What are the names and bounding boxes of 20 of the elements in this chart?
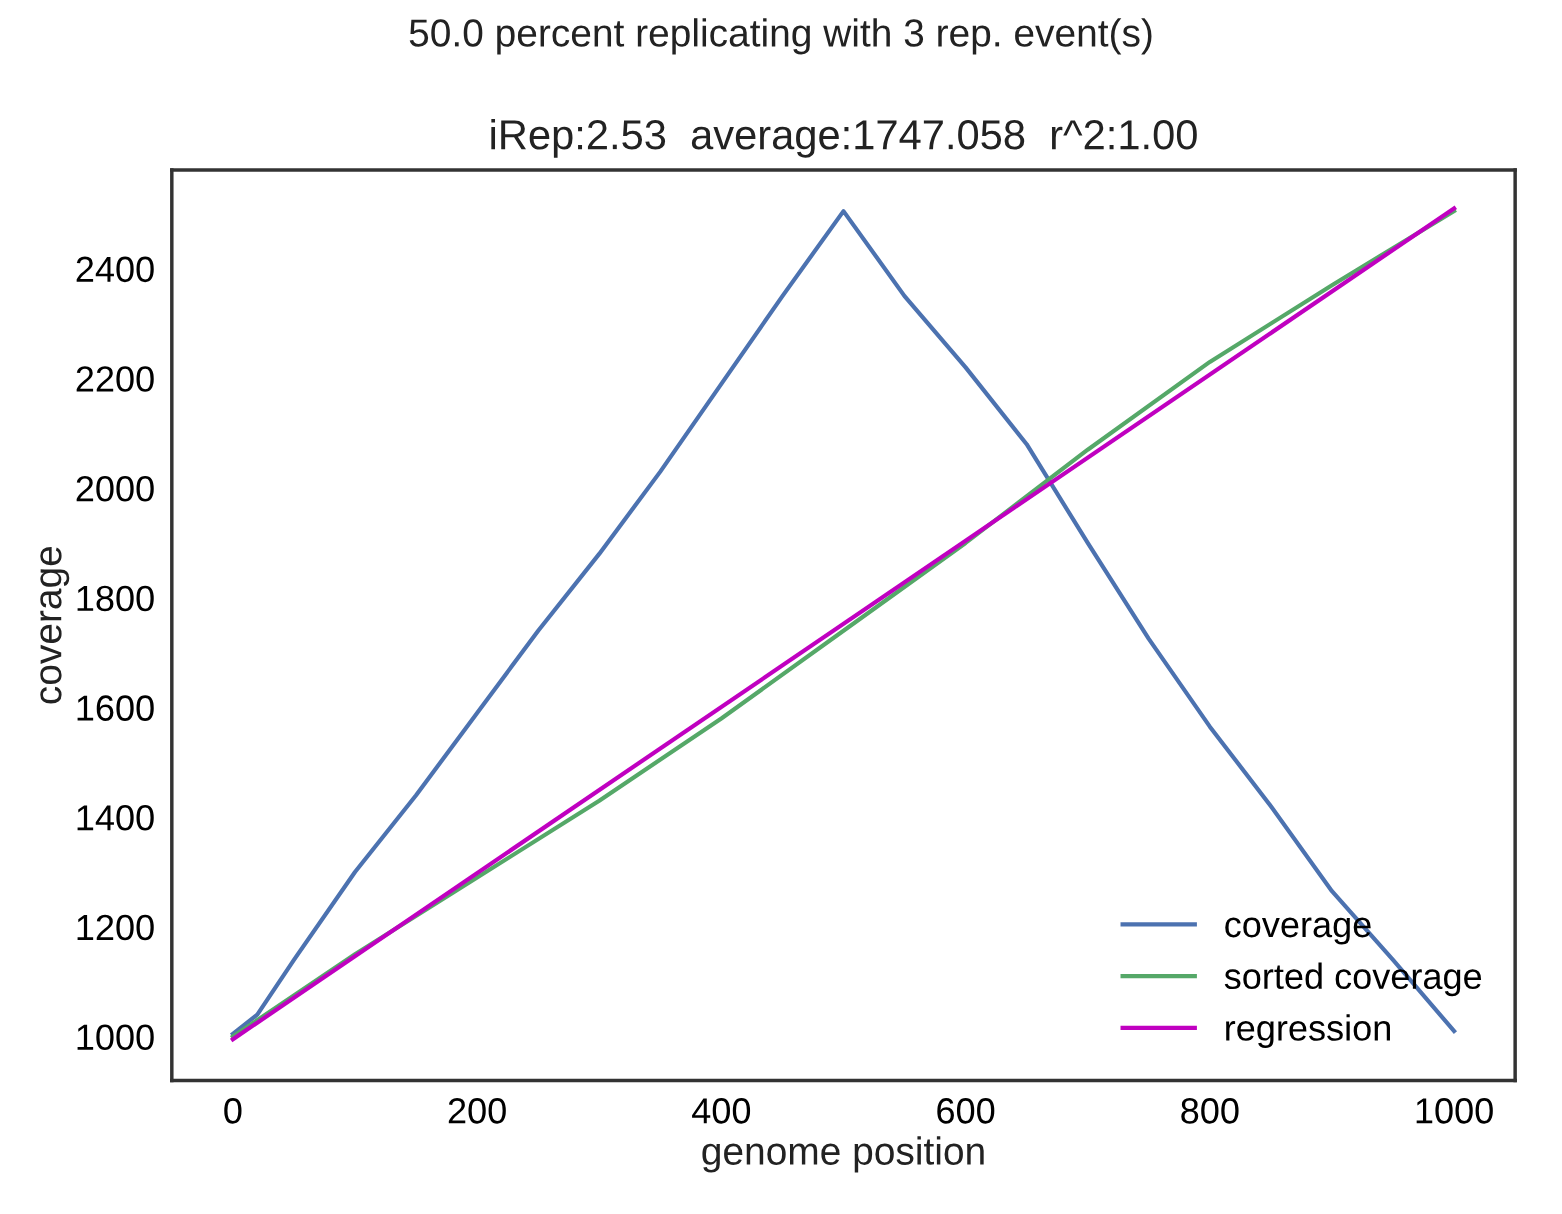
y-tick-label: 1400 [77, 805, 154, 831]
y-tick-label: 1200 [77, 914, 154, 941]
y-tick-label: 1800 [77, 585, 154, 612]
chart-title: 50.0 percent replicating with 3 rep. event(s) [409, 18, 1152, 55]
x-tick-label: 200 [448, 1098, 506, 1124]
legend-label: coverage [1225, 917, 1371, 945]
x-tick-label: 800 [1181, 1098, 1239, 1124]
x-tick-label: 400 [692, 1098, 751, 1124]
x-tick-label: 1000 [1416, 1098, 1493, 1124]
y-tick-label: 2400 [76, 256, 154, 283]
y-tick-label: 1000 [77, 1024, 154, 1051]
y-axis-title: coverage [40, 546, 70, 704]
x-axis-title: genome position [702, 1136, 984, 1173]
y-tick-label: 2200 [76, 366, 154, 392]
y-tick-label: 2000 [76, 475, 154, 502]
x-tick-label: 600 [937, 1098, 995, 1124]
chart-subtitle: iRep:2.53 average:1747.058 r^2:1.00 [491, 118, 1197, 158]
legend-label: regression [1226, 1014, 1390, 1048]
y-tick-label: 1600 [77, 695, 154, 721]
x-tick-label: 0 [224, 1098, 242, 1124]
